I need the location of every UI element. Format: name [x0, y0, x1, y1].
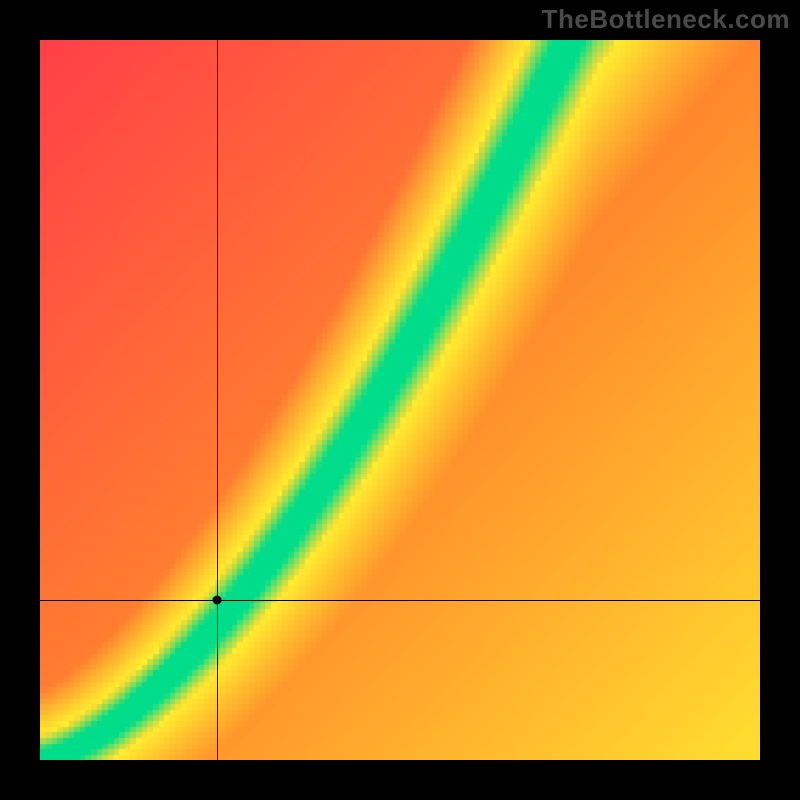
heatmap-canvas	[40, 40, 760, 760]
crosshair-horizontal	[40, 600, 760, 601]
watermark-text: TheBottleneck.com	[542, 4, 790, 35]
crosshair-point	[213, 596, 222, 605]
figure-frame: TheBottleneck.com	[0, 0, 800, 800]
heatmap-plot	[40, 40, 760, 760]
crosshair-vertical	[217, 40, 218, 760]
